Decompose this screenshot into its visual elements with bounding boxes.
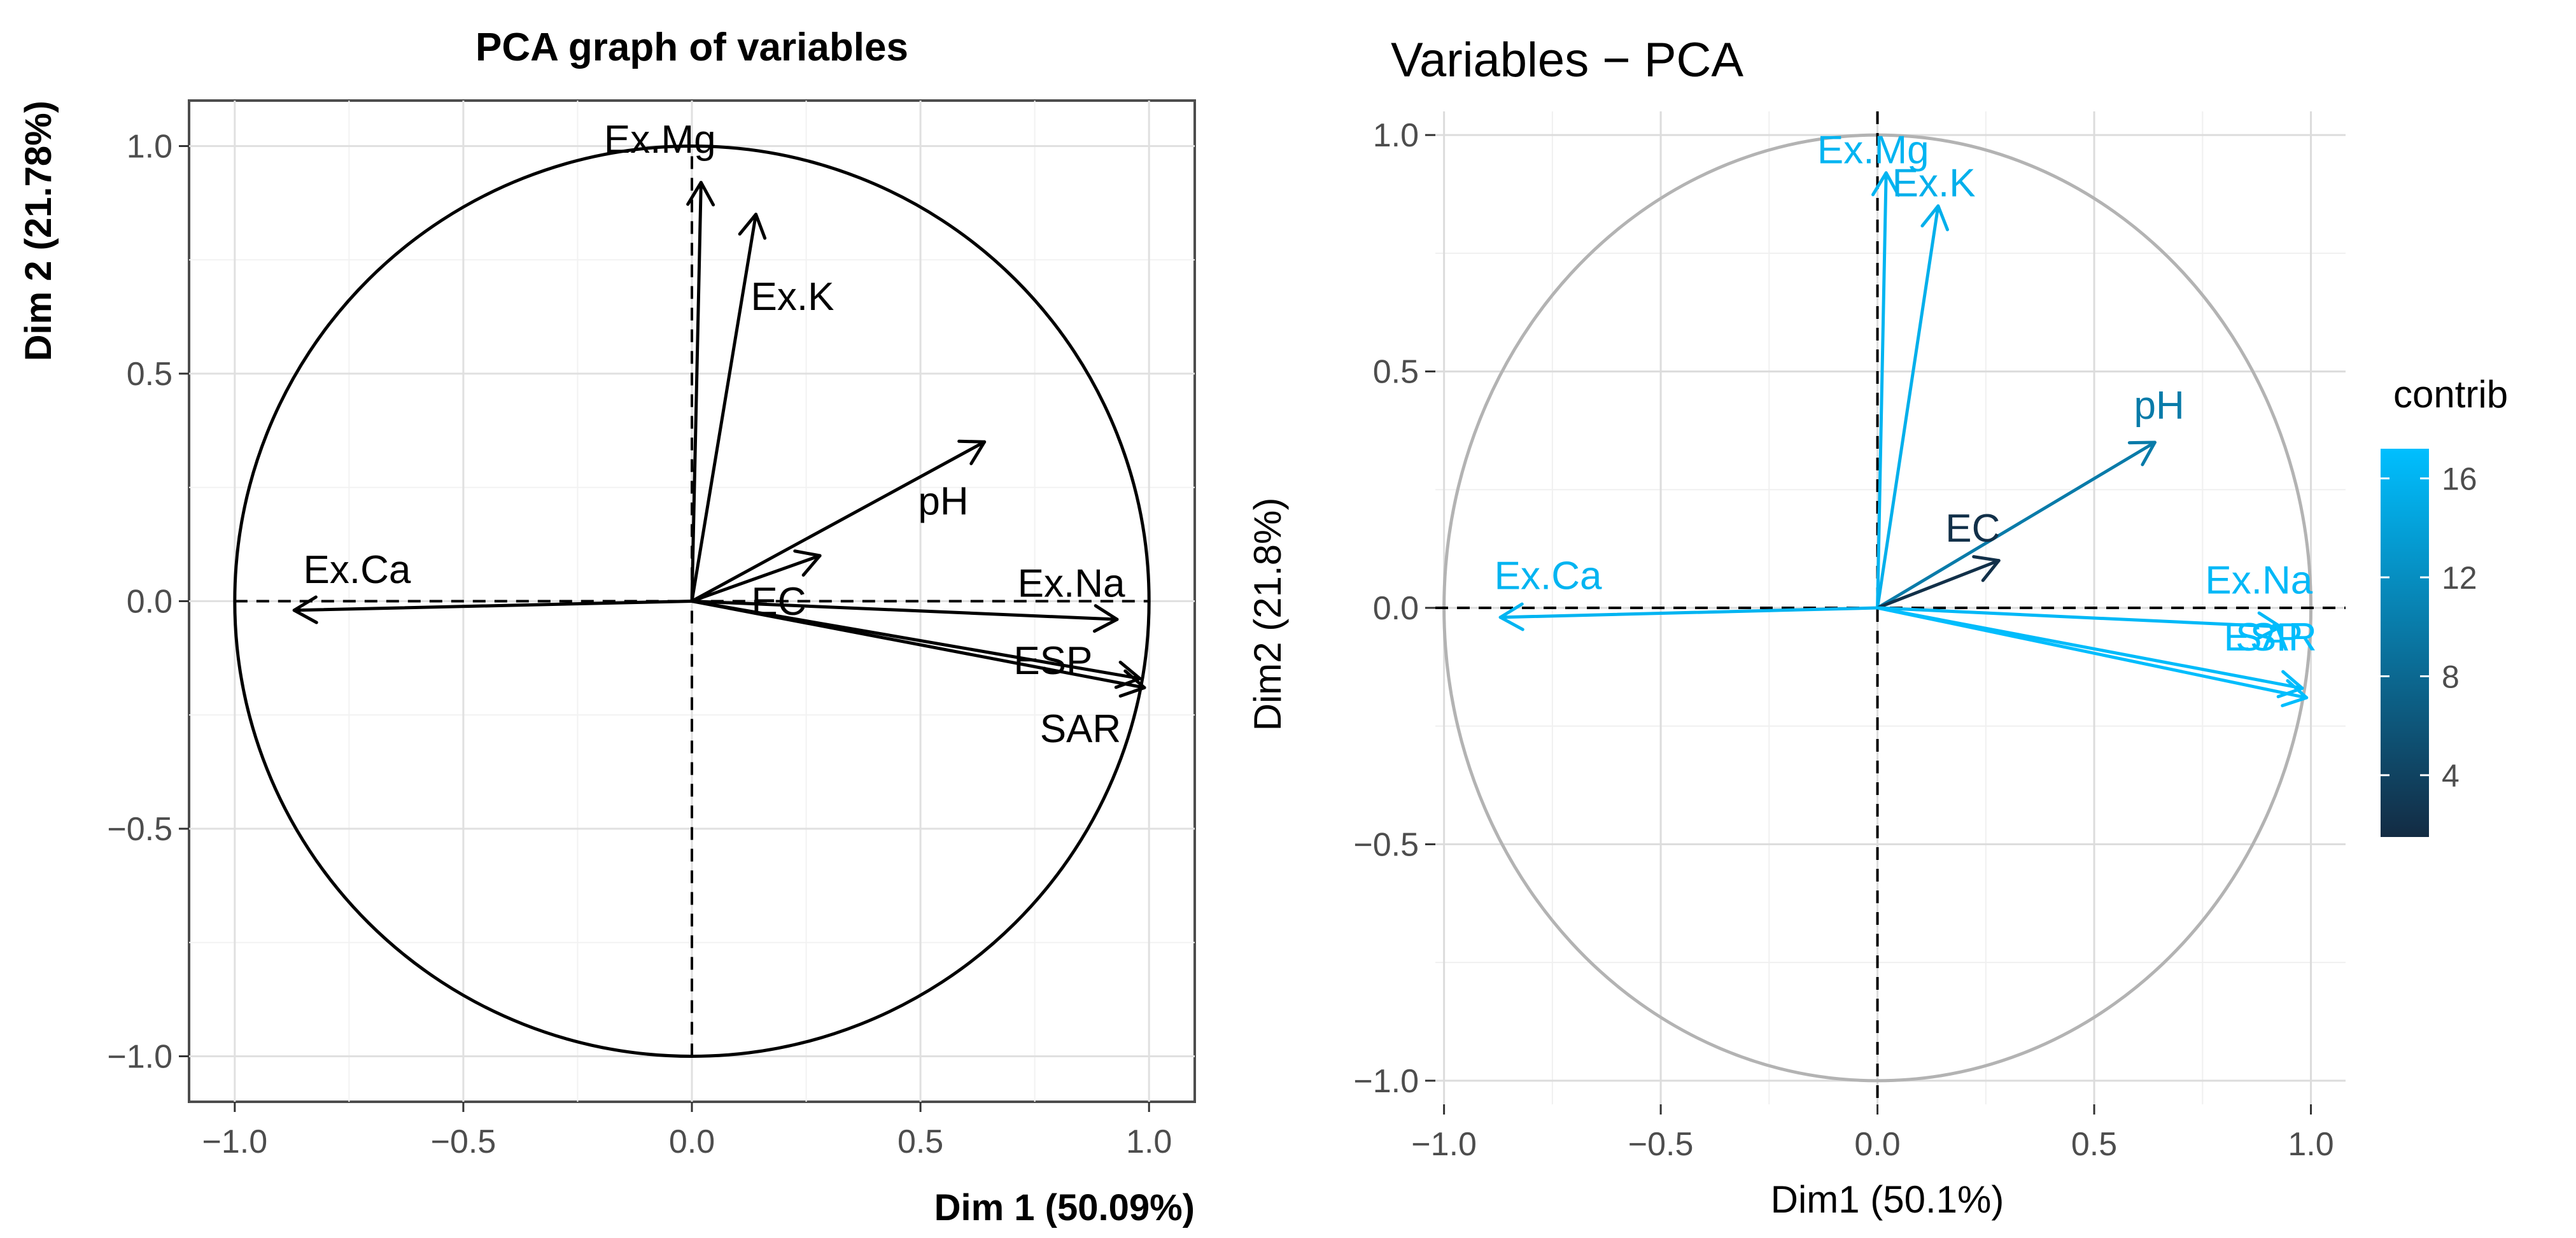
arrow-ex-k: [1876, 204, 1950, 610]
right-y-axis-title: Dim2 (21.8%): [1246, 498, 1289, 731]
label-ec: EC: [1945, 507, 2000, 551]
x-tick-label: −1.0: [1411, 1126, 1477, 1163]
legend-colorbar: [2381, 449, 2429, 837]
left-chart-title: PCA graph of variables: [475, 25, 908, 69]
legend-tick-label: 8: [2442, 659, 2460, 694]
x-tick-label: −0.5: [431, 1123, 496, 1160]
left-ticks: −1.0 −1.0 −0.5 −0.5 0.0 0.0 0.5 0.5 1.0 1.0: [107, 129, 1172, 1161]
arrow-sar: [1876, 606, 2309, 708]
right-ticks: −1.0 −1.0 −0.5 −0.5 0.0 0.0 0.5 0.5 1.0 1.0: [1353, 117, 2333, 1163]
arrow-ex-mg: [686, 181, 715, 603]
x-tick-label: −0.5: [1628, 1126, 1694, 1163]
legend-ticks: 4 8 12 16: [2381, 461, 2477, 794]
label-sar: SAR: [1040, 707, 1121, 751]
arrow-ex-mg: [1871, 171, 1900, 610]
right-chart-title: Variables − PCA: [1391, 33, 1743, 87]
arrow-ph: [690, 439, 987, 603]
legend-tick-label: 16: [2442, 461, 2477, 497]
label-ex-na: Ex.Na: [2205, 559, 2312, 603]
legend-title: contrib: [2393, 373, 2508, 416]
label-ex-na: Ex.Na: [1018, 561, 1125, 605]
x-tick-label: −1.0: [202, 1123, 267, 1160]
legend-tick-label: 12: [2442, 560, 2477, 596]
label-ph: pH: [2134, 384, 2185, 428]
y-tick-label: 0.5: [1373, 354, 1419, 391]
arrow-sar: [690, 600, 1146, 698]
label-ex-mg: Ex.Mg: [604, 118, 716, 162]
arrow-ec: [690, 549, 822, 603]
arrow-ec: [1876, 555, 2001, 610]
legend-tick-label: 4: [2442, 758, 2460, 794]
x-tick-label: 0.5: [2071, 1126, 2117, 1163]
label-ex-mg: Ex.Mg: [1817, 129, 1929, 172]
arrow-ph: [1876, 440, 2157, 610]
left-x-axis-title: Dim 1 (50.09%): [934, 1187, 1195, 1228]
arrow-ex-na: [690, 600, 1119, 633]
label-esp: ESP: [2224, 615, 2303, 659]
arrow-ex-ca: [1498, 602, 1880, 631]
y-tick-label: −0.5: [107, 811, 172, 848]
arrow-ex-ca: [292, 595, 694, 624]
y-tick-label: 0.0: [1373, 590, 1419, 627]
y-tick-label: −1.0: [107, 1039, 172, 1076]
label-ph: pH: [918, 480, 968, 524]
y-tick-label: 1.0: [1373, 117, 1419, 154]
left-y-axis-title: Dim 2 (21.78%): [18, 101, 59, 361]
y-tick-label: 0.0: [127, 584, 172, 621]
x-tick-label: 0.0: [1854, 1126, 1900, 1163]
label-ex-k: Ex.K: [751, 275, 834, 319]
right-x-axis-title: Dim1 (50.1%): [1771, 1178, 2004, 1221]
label-ex-k: Ex.K: [1892, 162, 1976, 206]
y-tick-label: 0.5: [127, 356, 172, 393]
x-tick-label: 0.0: [669, 1123, 715, 1160]
y-tick-label: −0.5: [1353, 826, 1419, 863]
x-tick-label: 1.0: [1126, 1123, 1172, 1160]
label-ex-ca: Ex.Ca: [1495, 554, 1602, 598]
y-tick-label: −1.0: [1353, 1063, 1419, 1100]
x-tick-label: 1.0: [2288, 1126, 2333, 1163]
contrib-legend: contrib 4 8 12 16: [2381, 373, 2508, 837]
y-tick-label: 1.0: [127, 129, 172, 165]
arrow-ex-na: [1876, 606, 2283, 640]
label-sar: SAR: [2235, 615, 2316, 659]
arrow-ex-k: [690, 213, 767, 603]
label-ex-ca: Ex.Ca: [304, 548, 411, 592]
x-tick-label: 0.5: [897, 1123, 943, 1160]
